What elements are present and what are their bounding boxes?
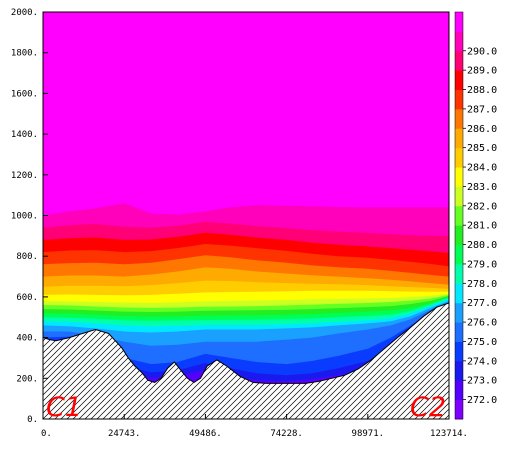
x-tick-label: 49486. bbox=[189, 429, 222, 439]
colorbar-swatch bbox=[455, 283, 463, 304]
plot-area bbox=[43, 12, 449, 419]
colorbar-label: 276.0 bbox=[467, 318, 497, 329]
colorbar-label: 285.0 bbox=[467, 143, 497, 154]
colorbar-swatch bbox=[455, 341, 463, 362]
colorbar-label: 284.0 bbox=[467, 163, 497, 174]
colorbar-label: 277.0 bbox=[467, 298, 497, 309]
y-tick-label: 400. bbox=[16, 334, 38, 344]
y-tick-label: 1600. bbox=[11, 89, 38, 99]
colorbar-label: 290.0 bbox=[467, 46, 497, 57]
colorbar-label: 288.0 bbox=[467, 85, 497, 96]
colorbar-label: 279.0 bbox=[467, 259, 497, 270]
colorbar-label: 281.0 bbox=[467, 221, 497, 232]
x-axis: 0. 24743. 49486. 74228. 98971. 123714. bbox=[41, 414, 468, 439]
colorbar-label: 280.0 bbox=[467, 240, 497, 251]
colorbar-swatch bbox=[455, 399, 463, 420]
y-tick-label: 2000. bbox=[11, 8, 38, 18]
annotation-c1: C1 bbox=[46, 392, 82, 423]
colorbar-swatch bbox=[455, 263, 463, 284]
x-tick-label: 0. bbox=[41, 429, 52, 439]
colorbar-swatch bbox=[455, 322, 463, 342]
annotation-c2: C2 bbox=[410, 392, 446, 423]
x-tick-label: 24743. bbox=[108, 429, 141, 439]
y-tick-label: 200. bbox=[16, 374, 38, 384]
colorbar-label: 272.0 bbox=[467, 395, 497, 406]
y-axis: 0. 200. 400. 600. 800. 1000. 1200. 1400. 1600. 18… bbox=[11, 8, 48, 425]
colorbar-label: 273.0 bbox=[467, 376, 497, 387]
colorbar-swatch bbox=[455, 360, 463, 381]
colorbar-swatch bbox=[455, 108, 463, 129]
colorbar-swatch bbox=[455, 31, 463, 52]
colorbar-swatch bbox=[455, 147, 463, 168]
y-tick-label: 800. bbox=[16, 252, 38, 262]
colorbar-label: 283.0 bbox=[467, 182, 497, 193]
colorbar-swatch bbox=[455, 205, 463, 226]
colorbar-label: 275.0 bbox=[467, 337, 497, 348]
colorbar-swatch bbox=[455, 186, 463, 207]
x-tick-label: 98971. bbox=[352, 429, 385, 439]
y-tick-label: 1000. bbox=[11, 212, 38, 222]
colorbar-swatch bbox=[455, 50, 463, 71]
colorbar-label: 278.0 bbox=[467, 279, 497, 290]
colorbar-swatch bbox=[455, 225, 463, 246]
x-tick-label: 74228. bbox=[270, 429, 303, 439]
colorbar-swatch bbox=[455, 302, 463, 323]
colorbar-swatch bbox=[455, 380, 463, 401]
x-tick-label: 123714. bbox=[430, 429, 468, 439]
y-tick-label: 1800. bbox=[11, 49, 38, 59]
colorbar-swatch bbox=[455, 12, 463, 32]
colorbar-swatch bbox=[455, 244, 463, 265]
colorbar-swatch bbox=[455, 89, 463, 110]
y-tick-label: 0. bbox=[27, 415, 38, 425]
y-tick-label: 1400. bbox=[11, 130, 38, 140]
colorbar-label: 274.0 bbox=[467, 356, 497, 367]
colorbar-swatch bbox=[455, 70, 463, 91]
colorbar-label: 286.0 bbox=[467, 124, 497, 135]
colorbar-frame bbox=[454, 11, 464, 420]
colorbar-swatch bbox=[455, 167, 463, 187]
colorbar-label: 287.0 bbox=[467, 104, 497, 115]
y-tick-label: 600. bbox=[16, 293, 38, 303]
colorbar-swatch bbox=[455, 128, 463, 149]
y-tick-label: 1200. bbox=[11, 171, 38, 181]
colorbar-label: 282.0 bbox=[467, 201, 497, 212]
terrain-hatch bbox=[43, 302, 449, 419]
colorbar-label: 289.0 bbox=[467, 66, 497, 77]
colorbar: 272.0 273.0 274.0 275.0 276.0 277.0 278.0 279.0… bbox=[454, 11, 497, 420]
